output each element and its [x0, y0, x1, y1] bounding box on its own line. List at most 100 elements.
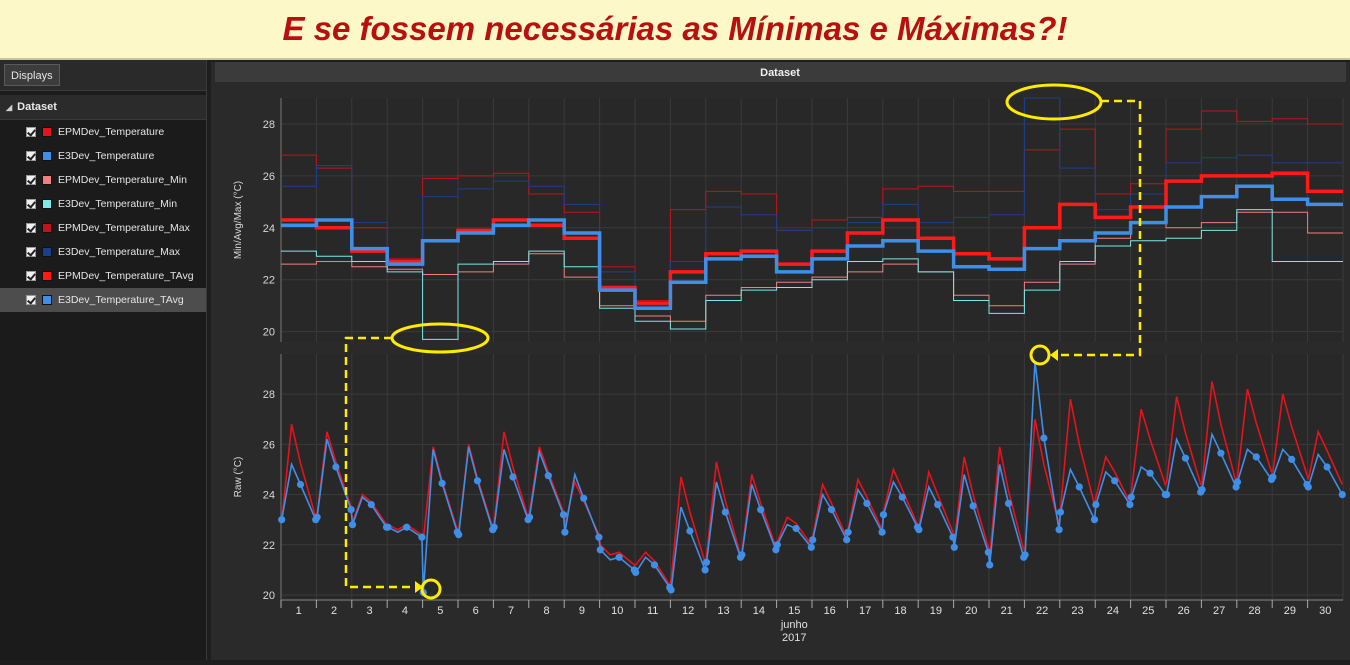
- x-tick-label: 15: [788, 605, 800, 617]
- series-checkbox[interactable]: [26, 223, 36, 233]
- annotation-layer: [344, 83, 1142, 600]
- y-tick-label: 26: [263, 439, 275, 451]
- series-color-swatch: [42, 175, 52, 185]
- y-tick-label: 24: [263, 490, 275, 502]
- series-checkbox[interactable]: [26, 127, 36, 137]
- series-checkbox[interactable]: [26, 199, 36, 209]
- series-checkbox[interactable]: [26, 271, 36, 281]
- x-tick-label: 19: [930, 605, 942, 617]
- chart-title-bar: [215, 62, 1346, 82]
- x-tick-label: 3: [366, 605, 372, 617]
- series-color-swatch: [42, 151, 52, 161]
- x-tick-label: 9: [579, 605, 585, 617]
- series-item[interactable]: EPMDev_Temperature_Min: [0, 168, 206, 192]
- series-item[interactable]: E3Dev_Temperature: [0, 144, 206, 168]
- x-tick-label: 20: [965, 605, 977, 617]
- series-color-swatch: [42, 247, 52, 257]
- x-tick-label: 7: [508, 605, 514, 617]
- series-line: [281, 184, 1343, 311]
- series-checkbox[interactable]: [26, 151, 36, 161]
- x-tick-label: 28: [1248, 605, 1260, 617]
- x-tick-label: 21: [1001, 605, 1013, 617]
- y-tick-label: 20: [263, 590, 275, 602]
- series-color-swatch: [42, 295, 52, 305]
- x-tick-label: 27: [1213, 605, 1225, 617]
- y-axis-label: Raw (°C): [233, 457, 244, 498]
- displays-button[interactable]: Displays: [4, 64, 60, 86]
- series-item[interactable]: EPMDev_Temperature_TAvg: [0, 264, 206, 288]
- series-item[interactable]: EPMDev_Temperature: [0, 120, 206, 144]
- sidebar: Displays ◢ Dataset EPMDev_Temperature E3De…: [0, 60, 207, 660]
- series-checkbox[interactable]: [26, 175, 36, 185]
- x-tick-label: 13: [717, 605, 729, 617]
- y-tick-label: 22: [263, 540, 275, 552]
- y-tick-label: 24: [263, 223, 275, 235]
- arrow-head: [1050, 349, 1058, 361]
- series-label: EPMDev_Temperature_Max: [58, 222, 190, 234]
- series-item[interactable]: E3Dev_Temperature_Min: [0, 192, 206, 216]
- x-tick-label: 17: [859, 605, 871, 617]
- dataset-label: Dataset: [17, 101, 57, 113]
- series-item[interactable]: E3Dev_Temperature_Max: [0, 240, 206, 264]
- series-item[interactable]: EPMDev_Temperature_Max: [0, 216, 206, 240]
- x-axis-label: junho: [780, 619, 808, 631]
- displays-bar: Displays: [0, 60, 206, 91]
- series-label: EPMDev_Temperature: [58, 126, 165, 138]
- series-color-swatch: [42, 271, 52, 281]
- x-tick-label: 18: [894, 605, 906, 617]
- x-tick-label: 12: [682, 605, 694, 617]
- collapse-triangle-icon[interactable]: ◢: [6, 103, 13, 112]
- series-checkbox[interactable]: [26, 295, 36, 305]
- y-tick-label: 28: [263, 389, 275, 401]
- x-tick-label: 23: [1071, 605, 1083, 617]
- x-axis-sublabel: 2017: [782, 632, 806, 644]
- series-line: [281, 97, 1343, 307]
- y-tick-label: 20: [263, 327, 275, 339]
- x-tick-label: 24: [1107, 605, 1119, 617]
- x-tick-label: 5: [437, 605, 443, 617]
- highlight-circle: [420, 578, 442, 600]
- x-tick-label: 8: [543, 605, 549, 617]
- dataset-tree-header[interactable]: ◢ Dataset: [0, 95, 206, 120]
- series-label: E3Dev_Temperature_Max: [58, 246, 180, 258]
- banner-title: E se fossem necessárias as Mínimas e Máx…: [282, 10, 1068, 47]
- series-color-swatch: [42, 199, 52, 209]
- x-tick-label: 14: [753, 605, 765, 617]
- series-item[interactable]: E3Dev_Temperature_TAvg: [0, 288, 206, 312]
- dashed-connector: [344, 336, 415, 589]
- series-label: EPMDev_Temperature_TAvg: [58, 270, 194, 282]
- series-list: EPMDev_Temperature E3Dev_Temperature EPMDe…: [0, 120, 206, 312]
- x-tick-label: 25: [1142, 605, 1154, 617]
- series-label: E3Dev_Temperature: [58, 150, 155, 162]
- x-tick-label: 2: [331, 605, 337, 617]
- x-tick-label: 10: [611, 605, 623, 617]
- x-tick-label: 1: [296, 605, 302, 617]
- title-banner: E se fossem necessárias as Mínimas e Máx…: [0, 0, 1350, 60]
- y-tick-label: 28: [263, 119, 275, 131]
- series-color-swatch: [42, 127, 52, 137]
- arrow-head: [415, 581, 423, 593]
- series-line: [280, 361, 1344, 593]
- x-tick-label: 16: [824, 605, 836, 617]
- x-tick-label: 11: [647, 605, 658, 617]
- chart-panel: Dataset 20 22 24 26 28 Min/Avg/Max (°C) 20 22 24…: [211, 62, 1350, 660]
- y-tick-label: 26: [263, 171, 275, 183]
- series-label: E3Dev_Temperature_TAvg: [58, 294, 184, 306]
- x-tick-label: 29: [1284, 605, 1296, 617]
- chart-title: Dataset: [760, 67, 800, 79]
- x-tick-label: 26: [1178, 605, 1190, 617]
- dashed-connector: [1058, 99, 1142, 357]
- series-line: [281, 209, 1343, 340]
- y-axis-label: Min/Avg/Max (°C): [233, 181, 244, 259]
- series-color-swatch: [42, 223, 52, 233]
- x-tick-label: 6: [473, 605, 479, 617]
- y-tick-label: 22: [263, 275, 275, 287]
- x-tick-label: 4: [402, 605, 408, 617]
- highlight-circle: [1029, 344, 1051, 366]
- x-tick-label: 30: [1319, 605, 1331, 617]
- x-tick-label: 22: [1036, 605, 1048, 617]
- series-checkbox[interactable]: [26, 247, 36, 257]
- series-label: EPMDev_Temperature_Min: [58, 174, 187, 186]
